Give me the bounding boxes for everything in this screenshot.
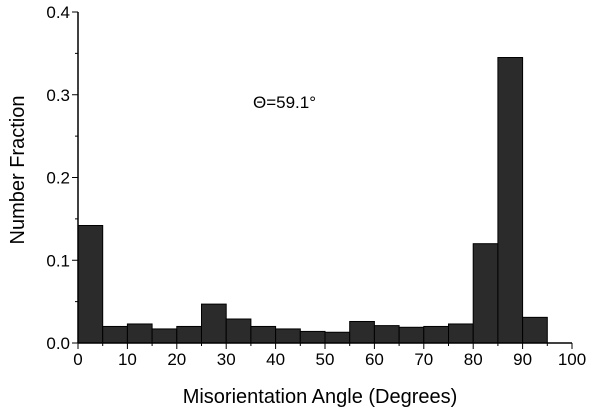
x-tick-label: 10 [118, 350, 137, 369]
histogram-bar-55 [349, 320, 375, 344]
histogram-bar-70 [423, 325, 449, 344]
histogram-bar-10 [126, 323, 153, 344]
y-tick-label: 0.3 [46, 86, 70, 105]
histogram-bar-0 [77, 224, 104, 344]
x-tick-label: 50 [316, 350, 335, 369]
histogram-bar-45 [299, 330, 326, 344]
x-tick-label: 60 [365, 350, 384, 369]
histogram-bar-15 [151, 328, 178, 344]
histogram-bar-75 [448, 323, 474, 344]
annotation-label: Θ=59.1° [253, 93, 316, 112]
bars-group [77, 57, 548, 344]
histogram-bar-35 [250, 325, 277, 344]
x-tick-label: 80 [464, 350, 483, 369]
histogram-bar-65 [398, 326, 425, 344]
x-axis-title: Misorientation Angle (Degrees) [183, 386, 458, 408]
histogram-bar-85 [497, 57, 524, 344]
x-tick-label: 0 [73, 350, 82, 369]
x-tick-label: 40 [266, 350, 285, 369]
y-tick-label: 0.2 [46, 169, 70, 188]
histogram-bar-40 [275, 328, 301, 344]
x-tick-label: 20 [167, 350, 186, 369]
histogram-bar-5 [102, 325, 128, 344]
y-tick-label: 0.0 [46, 334, 70, 353]
x-tick-label: 90 [513, 350, 532, 369]
x-tick-label: 70 [414, 350, 433, 369]
ticks-group: 0 10 20 30 40 50 60 70 80 90 100 0.0 0.1 0.2 0.3 0.4 [46, 3, 586, 369]
histogram-bar-25 [201, 303, 227, 344]
histogram-bar-60 [373, 325, 400, 344]
y-axis-title: Number Fraction [7, 96, 29, 245]
histogram-bar-90 [522, 316, 548, 344]
x-tick-label: 100 [558, 350, 586, 369]
y-tick-label: 0.4 [46, 3, 70, 22]
x-tick-label: 30 [217, 350, 236, 369]
y-tick-label: 0.1 [46, 251, 70, 270]
histogram-bar-30 [225, 318, 252, 344]
histogram-bar-20 [176, 325, 203, 344]
histogram-bar-80 [472, 243, 499, 344]
histogram-bar-50 [324, 331, 351, 344]
